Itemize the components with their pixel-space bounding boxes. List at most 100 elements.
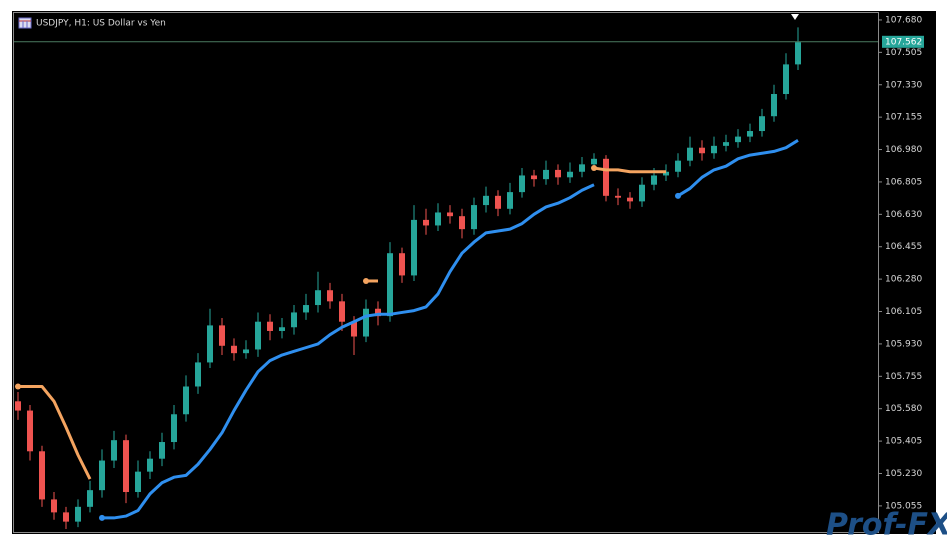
indicator-start-dot (675, 192, 681, 199)
indicator-start-dot (591, 165, 597, 172)
indicator-line (102, 183, 595, 520)
watermark-text: Prof-FX (826, 508, 947, 543)
candle-body (279, 327, 285, 331)
candle-body (87, 490, 93, 507)
candle-body (171, 414, 177, 443)
candle-body (231, 345, 237, 354)
y-tick-label: 107.680 (885, 15, 922, 25)
y-tick-label: 105.055 (885, 501, 922, 511)
y-tick-label: 106.630 (885, 210, 922, 220)
candle-body (555, 169, 561, 178)
y-tick-label: 107.155 (885, 113, 922, 123)
candle-body (663, 171, 669, 176)
candle-body (783, 64, 789, 95)
candle-body (579, 164, 585, 172)
chart-title: USDJPY, H1: US Dollar vs Yen (36, 19, 166, 29)
candle-body (63, 512, 69, 522)
symbol-icon (18, 17, 32, 29)
y-tick-label: 105.230 (885, 469, 922, 479)
candle-body (135, 471, 141, 493)
y-tick-label: 105.580 (885, 404, 922, 414)
candle-body (375, 308, 381, 317)
candle-body (351, 321, 357, 337)
candle-body (507, 192, 513, 209)
candle-body (411, 219, 417, 276)
candle-body (123, 440, 129, 493)
candle-body (219, 325, 225, 346)
watermark: Prof-FX (826, 508, 947, 543)
candle-body (639, 184, 645, 202)
candle-body (543, 169, 549, 180)
candle-body (15, 401, 21, 411)
candle-body (483, 195, 489, 206)
y-tick-label: 107.505 (885, 48, 922, 58)
indicator-line (593, 166, 666, 174)
candle-body (735, 136, 741, 143)
current-price-box (882, 35, 924, 48)
candle-body (435, 212, 441, 226)
candle-body (339, 301, 345, 322)
candle-body (699, 147, 705, 154)
y-tick-label: 106.980 (885, 145, 922, 155)
candle-body (759, 116, 765, 132)
candle-body (459, 216, 465, 230)
candle-body (771, 94, 777, 117)
candle-body (567, 171, 573, 178)
indicator-start-dot (99, 514, 105, 521)
y-tick-label: 106.805 (885, 177, 922, 187)
candle-body (195, 362, 201, 387)
y-tick-label: 105.930 (885, 339, 922, 349)
candle-body (651, 175, 657, 185)
candle-body (255, 321, 261, 350)
candle-body (303, 305, 309, 313)
y-tick-label: 106.455 (885, 242, 922, 252)
candle-body (423, 219, 429, 226)
y-tick-label: 105.755 (885, 372, 922, 382)
candle-body (147, 458, 153, 472)
indicator-line (18, 384, 92, 480)
candle-body (327, 290, 333, 302)
candle-body (531, 175, 537, 180)
shift-marker (791, 14, 799, 20)
candle-body (675, 160, 681, 172)
y-tick-label: 105.405 (885, 437, 922, 447)
candle-body (207, 325, 213, 363)
candle-body (795, 42, 801, 65)
candle-body (243, 349, 249, 354)
candle-body (315, 290, 321, 306)
candle-body (183, 386, 189, 415)
candle-body (159, 442, 165, 459)
y-tick-label: 107.330 (885, 80, 922, 90)
candle-body (747, 131, 753, 137)
candle-body (687, 147, 693, 161)
y-tick-label: 106.105 (885, 307, 922, 317)
candle-body (471, 205, 477, 230)
candle-body (615, 195, 621, 198)
candle-body (27, 410, 33, 452)
plot-border (13, 12, 879, 533)
candle-body (627, 197, 633, 202)
candle-body (711, 145, 717, 154)
indicator-start-dot (363, 277, 369, 284)
candle-body (591, 158, 597, 165)
current-price-label: 107.562 (885, 37, 922, 47)
candle-body (519, 175, 525, 193)
indicator-line (677, 139, 799, 198)
candle-body (51, 499, 57, 513)
candle-body (399, 253, 405, 276)
candle-body (75, 506, 81, 522)
candle-body (603, 158, 609, 196)
candle-body (387, 253, 393, 317)
y-tick-label: 106.280 (885, 275, 922, 285)
candle-body (495, 195, 501, 209)
candle-body (99, 460, 105, 491)
candle-body (111, 440, 117, 461)
candle-body (39, 451, 45, 500)
candle-body (363, 308, 369, 337)
candle-body (447, 212, 453, 217)
candle-body (267, 321, 273, 331)
indicator-start-dot (15, 383, 21, 390)
candle-body (723, 142, 729, 146)
candle-body (291, 312, 297, 328)
